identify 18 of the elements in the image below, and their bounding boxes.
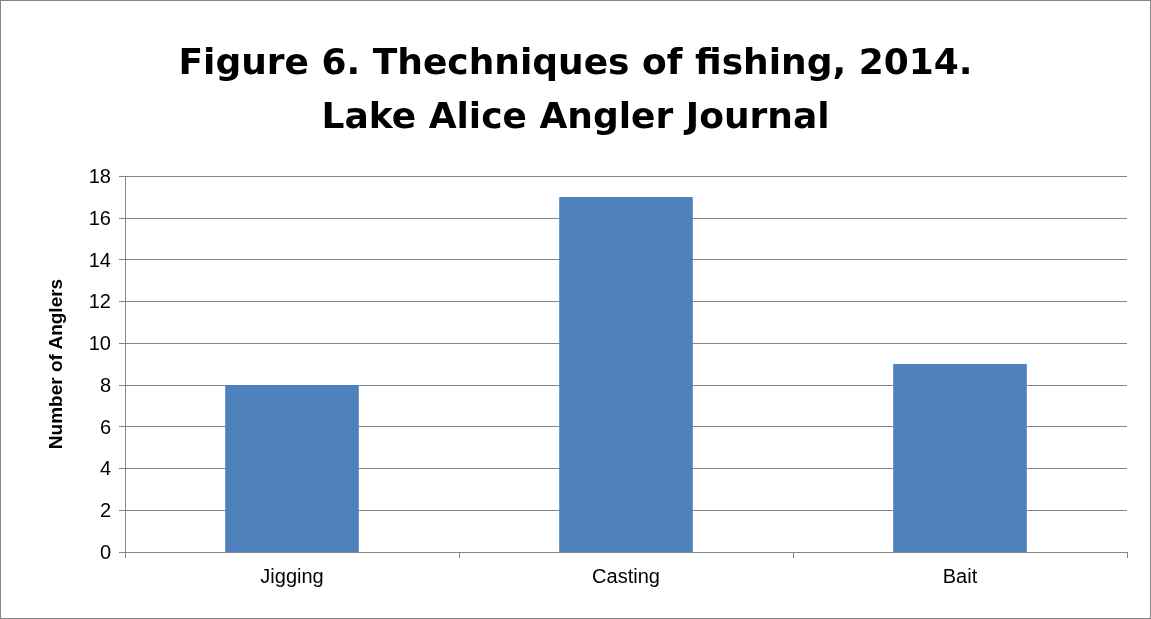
y-tick-label: 14 bbox=[88, 248, 111, 271]
y-tick-label: 8 bbox=[99, 373, 111, 396]
bar bbox=[225, 384, 359, 552]
y-tick-label: 12 bbox=[88, 290, 111, 313]
y-tick-label: 2 bbox=[99, 499, 111, 522]
y-tick-label: 0 bbox=[99, 541, 111, 563]
y-axis-title: Number of Anglers bbox=[45, 278, 66, 450]
bar bbox=[559, 196, 693, 552]
chart-title: Figure 6. Thechniques of fishing, 2014. Lake Alice Angler Journal bbox=[178, 40, 973, 136]
bar bbox=[893, 364, 1027, 552]
x-tick-label: Jigging bbox=[260, 565, 324, 587]
y-tick-label: 4 bbox=[99, 457, 111, 480]
x-tick-label: Bait bbox=[942, 565, 978, 587]
y-tick-label: 10 bbox=[88, 332, 111, 355]
y-tick-label: 18 bbox=[88, 165, 111, 187]
y-tick-label: 16 bbox=[88, 206, 111, 229]
y-tick-label: 6 bbox=[99, 415, 111, 438]
x-tick-label: Casting bbox=[592, 565, 660, 587]
